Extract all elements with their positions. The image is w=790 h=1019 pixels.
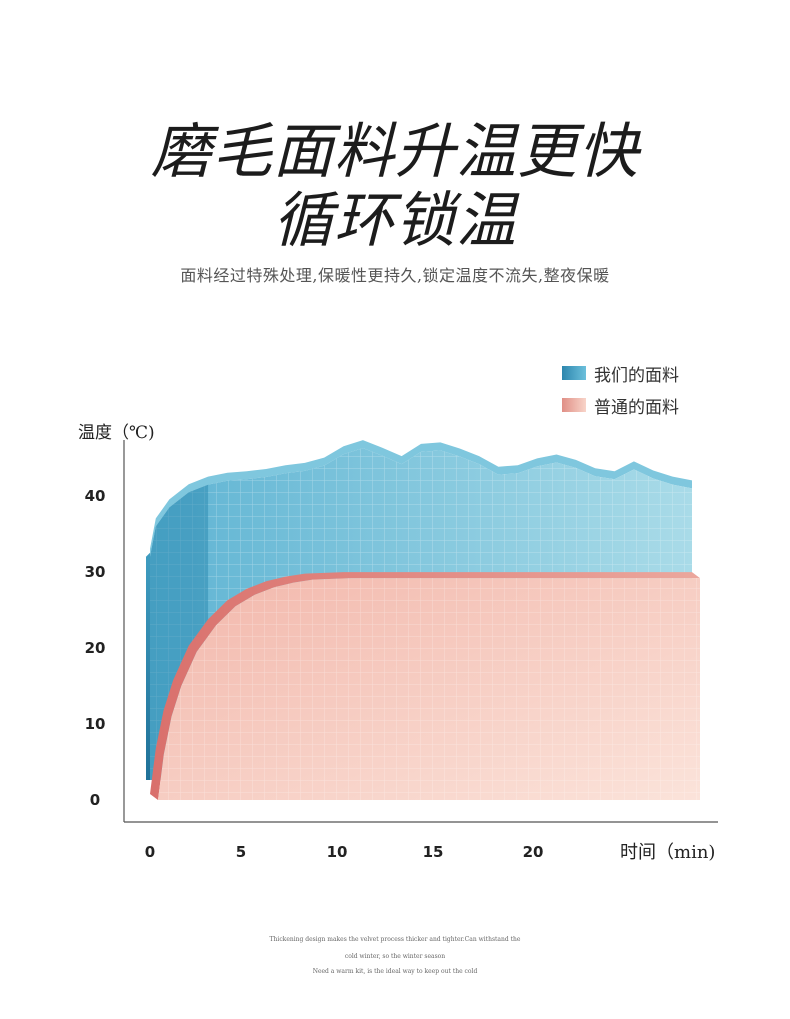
x-tick-label: 15 bbox=[423, 843, 444, 861]
legend-swatch-normal bbox=[562, 398, 586, 412]
y-tick-label: 0 bbox=[90, 791, 100, 809]
x-tick-label: 5 bbox=[236, 843, 246, 861]
series-ours-cap bbox=[150, 440, 692, 557]
x-axis-label: 时间（min) bbox=[620, 842, 716, 863]
chart-axes bbox=[123, 440, 718, 823]
x-tick-label: 10 bbox=[327, 843, 348, 861]
series-normal-grid bbox=[158, 578, 700, 800]
y-axis-label: 温度（℃) bbox=[78, 423, 155, 443]
legend-item-normal: 普通的面料 bbox=[562, 395, 679, 418]
y-tick-label: 30 bbox=[85, 563, 106, 581]
series-ours-side bbox=[146, 552, 150, 780]
legend-item-ours: 我们的面料 bbox=[562, 363, 679, 386]
y-tick-label: 40 bbox=[85, 487, 106, 505]
x-tick-label: 20 bbox=[523, 843, 544, 861]
legend-label-normal: 普通的面料 bbox=[594, 397, 679, 418]
footer-line-2: cold winter, so the winter season bbox=[344, 953, 446, 960]
legend-label-ours: 我们的面料 bbox=[594, 365, 679, 386]
chart-ticks: 0 10 20 30 40 0 5 10 15 20 bbox=[85, 487, 544, 861]
footer-line-3: Need a warm kit, is the ideal way to kee… bbox=[312, 968, 478, 975]
headline-line-2: 循环锁温 bbox=[273, 186, 517, 256]
y-tick-label: 10 bbox=[85, 715, 106, 733]
y-tick-label: 20 bbox=[85, 639, 106, 657]
legend-swatch-ours bbox=[562, 366, 586, 380]
subtitle: 面料经过特殊处理,保暖性更持久,锁定温度不流失,整夜保暖 bbox=[180, 266, 610, 285]
chart-areas bbox=[146, 440, 700, 800]
x-tick-label: 0 bbox=[145, 843, 155, 861]
headline-line-1: 磨毛面料升温更快 bbox=[151, 117, 639, 187]
footer-line-1: Thickening design makes the velvet proce… bbox=[269, 936, 521, 943]
